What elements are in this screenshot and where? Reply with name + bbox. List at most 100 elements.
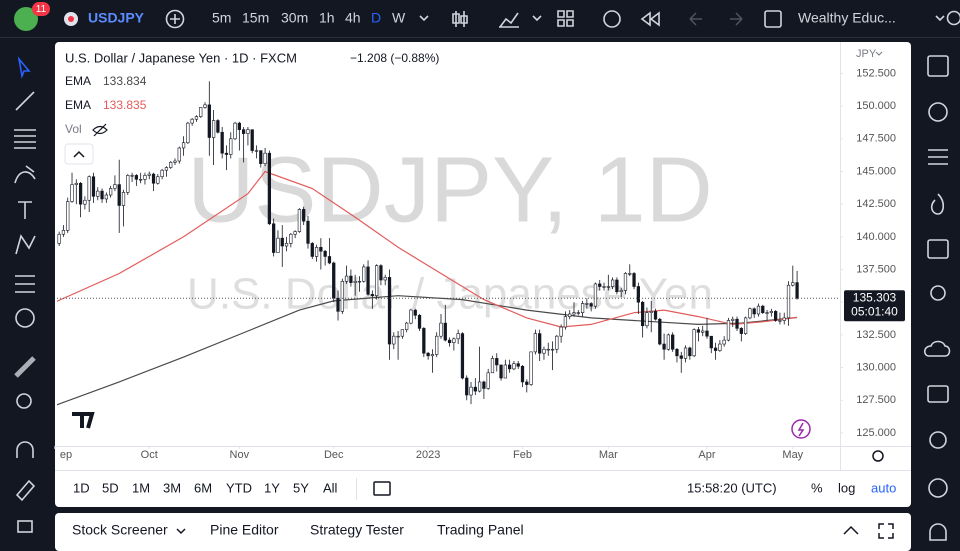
fib-tool[interactable] — [14, 129, 36, 149]
date-range[interactable] — [373, 481, 391, 496]
candle-body — [731, 318, 735, 321]
indicators-menu[interactable] — [532, 15, 542, 22]
hotlists[interactable] — [930, 193, 945, 215]
candle-body — [465, 377, 469, 396]
range[interactable]: All — [323, 480, 338, 495]
maximize-panel[interactable] — [878, 523, 894, 539]
alerts[interactable] — [928, 102, 948, 122]
symbol[interactable]: USDJPY — [88, 10, 145, 26]
interval[interactable]: W — [392, 10, 406, 26]
settings[interactable] — [872, 450, 884, 462]
account-menu[interactable] — [935, 15, 945, 22]
candle-body — [323, 250, 327, 257]
interval[interactable]: 15m — [242, 10, 269, 26]
lock-drawing[interactable] — [15, 479, 36, 502]
range[interactable]: YTD — [226, 480, 252, 495]
range[interactable]: 3M — [163, 480, 181, 495]
expand-panel[interactable] — [843, 525, 859, 535]
tab[interactable]: Trading Panel — [437, 522, 524, 538]
undo[interactable] — [689, 12, 702, 26]
watchlist[interactable] — [927, 55, 949, 77]
trend-line-tool[interactable] — [15, 91, 35, 111]
legend-name: EMA — [65, 74, 91, 88]
layout-toggle[interactable] — [764, 10, 782, 28]
candle-body — [357, 280, 362, 283]
candle-body — [143, 175, 147, 180]
forecast-tool[interactable] — [15, 275, 35, 293]
range[interactable]: 6M — [194, 480, 212, 495]
range[interactable]: 1D — [73, 480, 90, 495]
ideas[interactable] — [930, 285, 946, 301]
candle-body — [555, 335, 559, 350]
y-tick-label: 150.000 — [856, 100, 896, 112]
indicators[interactable] — [499, 12, 519, 28]
alert[interactable] — [603, 10, 621, 28]
brush-tool[interactable] — [14, 165, 36, 184]
candle-body — [705, 330, 709, 337]
interval[interactable]: 5m — [212, 10, 231, 26]
events-icon[interactable] — [791, 419, 811, 439]
tab[interactable]: Pine Editor — [210, 522, 279, 538]
x-tick-label: 2023 — [416, 449, 440, 461]
candle-body — [447, 339, 452, 344]
interval[interactable]: 4h — [345, 10, 361, 26]
tips[interactable] — [929, 431, 947, 449]
chats[interactable] — [927, 385, 949, 403]
account-name[interactable]: Wealthy Educ... — [798, 10, 896, 26]
interval[interactable]: 1h — [319, 10, 335, 26]
chart-type[interactable] — [452, 11, 468, 27]
candle-body — [250, 129, 254, 151]
pattern-tool[interactable] — [15, 234, 36, 255]
candle-body — [104, 194, 108, 200]
candle-body — [499, 364, 503, 379]
range[interactable]: 5D — [102, 480, 119, 495]
replay[interactable] — [640, 11, 660, 27]
candle-body — [194, 116, 199, 120]
icons-tool[interactable] — [15, 308, 35, 328]
auto-toggle[interactable]: auto — [871, 480, 896, 495]
lock-tool[interactable] — [17, 520, 33, 533]
interval-menu[interactable] — [419, 15, 429, 22]
range[interactable]: 1Y — [264, 480, 280, 495]
tab-menu[interactable] — [176, 528, 186, 535]
currency[interactable]: JPY — [856, 48, 877, 60]
candle-body — [503, 364, 507, 379]
calendar[interactable] — [927, 239, 949, 259]
candle-body — [91, 176, 96, 197]
redo[interactable] — [730, 12, 743, 26]
broadcast[interactable] — [928, 478, 948, 498]
y-tick-label: 140.000 — [856, 231, 896, 243]
hidden-eye[interactable] — [92, 123, 108, 137]
tab[interactable]: Strategy Tester — [310, 522, 404, 538]
collapse-legend[interactable] — [64, 143, 94, 165]
layouts[interactable] — [557, 10, 574, 27]
candle-body — [679, 355, 683, 359]
candle-body — [636, 286, 640, 303]
zoom-tool[interactable] — [16, 393, 32, 409]
interval[interactable]: 30m — [281, 10, 308, 26]
candle-body — [538, 333, 542, 354]
logo[interactable] — [14, 7, 38, 31]
cursor-tool[interactable] — [17, 56, 31, 79]
range[interactable]: 5Y — [293, 480, 309, 495]
magnet-tool[interactable] — [16, 441, 34, 458]
candle-body — [302, 209, 306, 222]
log-toggle[interactable]: log — [838, 480, 855, 495]
ruler-tool[interactable] — [14, 356, 36, 378]
candle-body — [422, 328, 426, 354]
text-tool[interactable] — [18, 201, 32, 219]
range[interactable]: 1M — [132, 480, 150, 495]
search[interactable] — [946, 10, 960, 26]
clock[interactable]: 15:58:20 (UTC) — [687, 480, 777, 495]
data-window[interactable] — [928, 149, 948, 165]
tab[interactable]: Stock Screener — [72, 522, 168, 538]
candle-body — [83, 199, 87, 205]
candle-body — [190, 118, 194, 124]
notifications[interactable] — [929, 523, 947, 541]
add-symbol[interactable] — [165, 9, 185, 29]
candle-body — [156, 176, 160, 184]
percent-toggle[interactable]: % — [811, 480, 823, 495]
candle-body — [186, 122, 190, 144]
interval-active[interactable]: D — [371, 10, 381, 26]
streams[interactable] — [923, 340, 951, 357]
